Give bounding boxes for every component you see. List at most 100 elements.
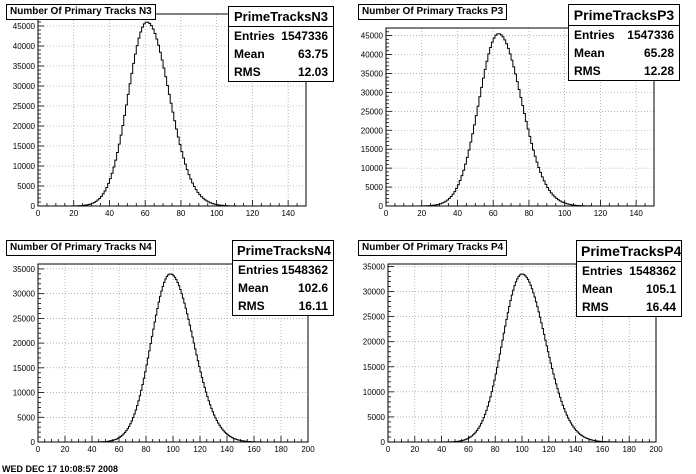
x-tick-label: 60 [464, 445, 473, 454]
stats-mean-label: Mean [582, 282, 613, 296]
stats-rms-value: 16.44 [645, 300, 676, 314]
stats-entries-value: 1547336 [627, 28, 674, 42]
y-tick-label: 5000 [367, 413, 385, 422]
x-tick-label: 120 [246, 209, 260, 218]
x-tick-label: 20 [417, 209, 426, 218]
x-tick-label: 0 [386, 445, 391, 454]
stats-rms-value: 16.11 [298, 299, 328, 313]
stats-box: PrimeTracksP3 Entries 1547336 Mean 65.28 R… [568, 4, 680, 81]
stats-mean-label: Mean [238, 281, 269, 295]
y-tick-label: 25000 [361, 107, 384, 116]
y-tick-label: 10000 [13, 389, 36, 398]
x-tick-label: 160 [596, 445, 610, 454]
stats-mean-value: 63.75 [297, 47, 328, 61]
y-tick-label: 30000 [363, 288, 386, 297]
histogram-title: Number Of Primary Tracks N3 [6, 4, 156, 20]
x-tick-label: 140 [629, 209, 643, 218]
stats-entries: Entries 1547336 [229, 27, 333, 45]
y-tick-label: 5000 [365, 183, 383, 192]
x-tick-label: 80 [176, 209, 185, 218]
stats-mean: Mean 65.28 [569, 44, 679, 62]
histogram-pad-n3: 0 20 40 60 80 100 120 140 0 5000 10000 15000 20000 25… [0, 0, 348, 236]
x-tick-label: 80 [142, 445, 151, 454]
stats-mean-label: Mean [574, 46, 605, 60]
stats-entries-label: Entries [238, 263, 279, 277]
y-tick-label: 30000 [13, 290, 36, 299]
y-tick-label: 20000 [13, 122, 36, 131]
x-tick-label: 40 [88, 445, 97, 454]
histogram-line [38, 21, 306, 207]
x-tick-label: 20 [61, 445, 70, 454]
histogram-plot-p4: 0 20 40 60 80 100 120 140 160 180 200 0 5000 10000 150… [363, 263, 663, 454]
stats-entries-value: 1548362 [629, 264, 676, 278]
stats-mean-value: 105.1 [645, 282, 676, 296]
histogram-pad-n4: 0 20 40 60 80 100 120 140 160 180 200 0 5000 10000 150… [0, 236, 348, 464]
y-tick-label: 30000 [361, 88, 384, 97]
stats-name: PrimeTracksN4 [233, 241, 333, 261]
histogram-line [38, 273, 308, 443]
x-tick-label: 80 [491, 445, 500, 454]
y-tick-label: 45000 [361, 32, 384, 41]
y-tick-label: 10000 [13, 162, 36, 171]
stats-mean-value: 102.6 [297, 281, 328, 295]
x-tick-label: 100 [166, 445, 180, 454]
stats-name: PrimeTracksN3 [229, 7, 333, 27]
x-tick-label: 100 [210, 209, 224, 218]
y-tick-label: 5000 [17, 182, 35, 191]
x-tick-label: 60 [115, 445, 124, 454]
y-tick-label: 15000 [363, 363, 386, 372]
stats-entries: Entries 1547336 [569, 26, 679, 44]
y-tick-label: 10000 [363, 388, 386, 397]
x-tick-label: 160 [247, 445, 261, 454]
x-tick-label: 200 [649, 445, 663, 454]
y-tick-label: 30000 [13, 82, 36, 91]
stats-rms: RMS 16.11 [233, 297, 333, 315]
stats-entries: Entries 1548362 [233, 261, 333, 279]
y-tick-label: 0 [381, 438, 386, 447]
stats-rms: RMS 12.03 [229, 63, 333, 81]
histogram-line [388, 273, 656, 443]
x-tick-label: 40 [105, 209, 114, 218]
x-tick-label: 200 [301, 445, 315, 454]
x-tick-label: 20 [69, 209, 78, 218]
stats-box: PrimeTracksP4 Entries 1548362 Mean 105.1 R… [576, 240, 682, 317]
histogram-pad-p4: 0 20 40 60 80 100 120 140 160 180 200 0 5000 10000 150… [348, 236, 696, 464]
x-tick-label: 60 [489, 209, 498, 218]
x-tick-label: 100 [558, 209, 572, 218]
stats-box: PrimeTracksN4 Entries 1548362 Mean 102.6 R… [232, 240, 334, 316]
y-tick-label: 15000 [361, 145, 384, 154]
histogram-plot-p3: 0 20 40 60 80 100 120 140 0 5000 10000 15000 20000 25… [361, 27, 655, 218]
stats-entries-value: 1547336 [281, 29, 328, 43]
histogram-title: Number Of Primary Tracks P3 [358, 4, 508, 20]
histogram-pad-p3: 0 20 40 60 80 100 120 140 0 5000 10000 15000 20000 25… [348, 0, 696, 236]
x-tick-label: 80 [524, 209, 533, 218]
stats-entries: Entries 1548362 [577, 262, 681, 280]
footer-timestamp: WED DEC 17 10:08:57 2008 [2, 464, 119, 474]
stats-rms-value: 12.03 [297, 65, 328, 79]
x-tick-label: 120 [542, 445, 556, 454]
y-tick-label: 35000 [363, 263, 386, 272]
x-tick-label: 0 [384, 209, 389, 218]
x-tick-label: 120 [594, 209, 608, 218]
y-tick-label: 5000 [17, 413, 35, 422]
stats-mean: Mean 105.1 [577, 280, 681, 298]
x-tick-label: 0 [36, 445, 41, 454]
stats-box: PrimeTracksN3 Entries 1547336 Mean 63.75 R… [228, 6, 334, 82]
y-tick-label: 15000 [13, 142, 36, 151]
stats-rms-value: 12.28 [643, 64, 674, 78]
y-tick-label: 0 [31, 438, 36, 447]
stats-entries-value: 1548362 [281, 263, 328, 277]
y-tick-label: 0 [31, 202, 36, 211]
x-tick-label: 180 [274, 445, 288, 454]
histogram-plot-n3: 0 20 40 60 80 100 120 140 0 5000 10000 15000 20000 25… [13, 13, 307, 218]
y-tick-label: 15000 [13, 364, 36, 373]
stats-mean: Mean 63.75 [229, 45, 333, 63]
stats-rms: RMS 16.44 [577, 298, 681, 316]
x-tick-label: 140 [220, 445, 234, 454]
y-tick-label: 20000 [361, 126, 384, 135]
stats-mean-label: Mean [234, 47, 265, 61]
y-tick-label: 10000 [361, 164, 384, 173]
stats-mean: Mean 102.6 [233, 279, 333, 297]
y-tick-label: 35000 [13, 62, 36, 71]
x-tick-label: 40 [453, 209, 462, 218]
